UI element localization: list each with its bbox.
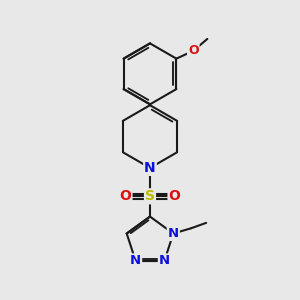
Text: O: O [188,44,199,57]
Text: N: N [168,227,179,240]
Text: O: O [169,189,180,203]
Text: O: O [120,189,131,203]
Text: S: S [145,189,155,203]
Text: N: N [130,254,141,267]
Text: N: N [144,161,156,175]
Text: N: N [159,254,170,267]
